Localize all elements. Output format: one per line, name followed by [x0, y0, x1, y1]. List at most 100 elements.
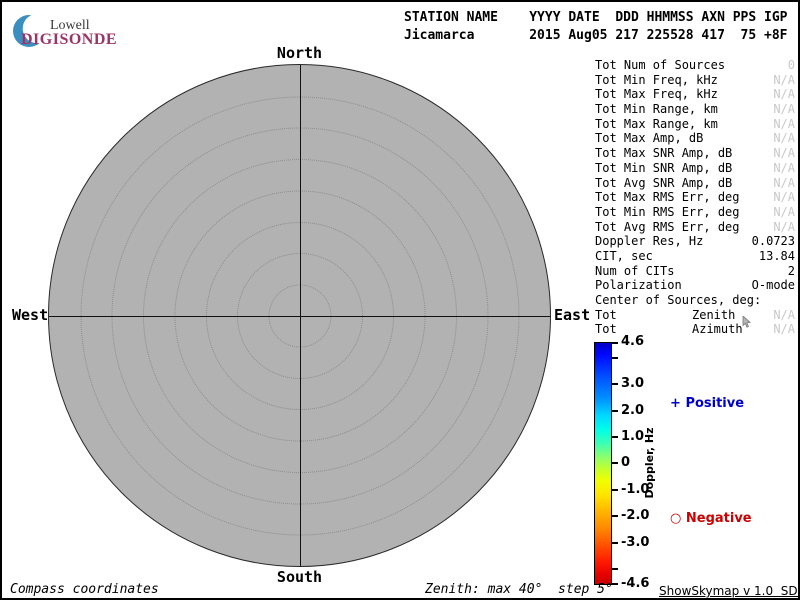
param-sublabel: Zenith: [692, 307, 736, 322]
param-label: Tot Min SNR Amp, dB: [595, 160, 733, 175]
param-value: N/A: [773, 131, 795, 146]
param-label: Polarization: [595, 278, 682, 293]
station-header-values: Jicamarca 2015 Aug05 217 225528 417 75 +…: [404, 28, 788, 43]
colorbar-tick-label: 0: [621, 455, 631, 470]
param-value: N/A: [773, 116, 795, 131]
param-label: Tot Max Freq, kHz: [595, 87, 718, 102]
colorbar-tick-label: 1.0: [621, 429, 645, 444]
param-value: N/A: [773, 190, 795, 205]
param-value: N/A: [773, 102, 795, 117]
param-row: Tot Max RMS Err, deg N/A: [595, 190, 795, 205]
colorbar-tick-label: -3.0: [621, 535, 650, 550]
param-row: CIT, sec 13.84: [595, 249, 795, 264]
colorbar-tick-label: -2.0: [621, 508, 650, 523]
logo-digisonde-text: DIGISONDE: [21, 31, 118, 48]
circle-marker-icon: ○: [670, 511, 682, 526]
colorbar-tick: [612, 357, 618, 359]
param-label: Doppler Res, Hz: [595, 234, 704, 249]
param-label: Center of Sources, deg:: [595, 293, 762, 307]
compass-label-north: North: [276, 44, 323, 62]
param-value: N/A: [773, 219, 795, 234]
param-value: N/A: [773, 146, 795, 161]
colorbar-tick: [612, 383, 618, 385]
param-value: N/A: [773, 175, 795, 190]
param-label: Tot Max Amp, dB: [595, 131, 704, 146]
colorbar-tick: [612, 568, 618, 570]
param-row: Doppler Res, Hz 0.0723: [595, 234, 795, 249]
param-label: Tot Num of Sources: [595, 58, 726, 72]
compass-label-south: South: [276, 568, 323, 586]
coordinates-caption: Compass coordinates: [10, 582, 159, 597]
param-sublabel: Azimuth: [692, 322, 743, 337]
param-row: Tot Max Range, km N/A: [595, 117, 795, 132]
colorbar-tick-label: -1.0: [621, 482, 650, 497]
plus-marker-icon: +: [670, 396, 681, 411]
param-label: Tot Avg RMS Err, deg: [595, 219, 740, 234]
param-row: Tot Min Freq, kHz N/A: [595, 73, 795, 88]
compass-label-east: East: [554, 306, 591, 324]
param-row: Num of CITs 2: [595, 264, 795, 279]
param-value: N/A: [773, 204, 795, 219]
param-value: 0: [787, 58, 795, 72]
param-row: Tot Avg SNR Amp, dB N/A: [595, 176, 795, 191]
param-row: Tot Max Amp, dB N/A: [595, 131, 795, 146]
colorbar-tick: [612, 342, 618, 344]
param-label: Tot Min Freq, kHz: [595, 72, 718, 87]
param-label: Tot Max Range, km: [595, 116, 718, 131]
compass-label-west: West: [12, 306, 49, 324]
colorbar-tick: [612, 515, 618, 517]
colorbar-tick-label: -4.6: [621, 576, 650, 591]
param-value: O-mode: [751, 278, 795, 293]
parameter-panel: Tot Num of Sources 0 Tot Min Freq, kHz N/A…: [595, 58, 795, 337]
param-value: N/A: [773, 72, 795, 87]
param-value: N/A: [773, 160, 795, 175]
param-label: Tot: [595, 307, 617, 322]
param-value: 2: [787, 263, 795, 278]
param-value: N/A: [773, 87, 795, 102]
colorbar-tick: [612, 410, 618, 412]
skymap-polar-plot: [48, 64, 551, 567]
param-row: Tot Azimuth N/A: [595, 322, 795, 337]
param-label: Num of CITs: [595, 263, 675, 278]
param-label: Tot Min RMS Err, deg: [595, 204, 740, 219]
colorbar-tick: [612, 462, 618, 464]
colorbar-tick-label: 4.6: [621, 334, 645, 349]
station-header-columns: STATION NAME YYYY DATE DDD HHMMSS AXN PP…: [404, 10, 788, 25]
legend-positive: + Positive: [670, 396, 744, 411]
north-south-axis: [299, 65, 301, 566]
param-label: Tot: [595, 322, 617, 337]
param-label: Tot Min Range, km: [595, 102, 718, 117]
param-label: CIT, sec: [595, 248, 653, 263]
param-label: Tot Avg SNR Amp, dB: [595, 175, 733, 190]
lowell-digisonde-logo: Lowell DIGISONDE: [12, 8, 127, 50]
param-row: Tot Min SNR Amp, dB N/A: [595, 161, 795, 176]
legend-negative-label: Negative: [685, 511, 752, 526]
param-row: Tot Min Range, km N/A: [595, 102, 795, 117]
param-value: 13.84: [758, 248, 795, 263]
mouse-cursor: [742, 313, 751, 332]
param-row: Tot Avg RMS Err, deg N/A: [595, 220, 795, 235]
crescent-icon: [13, 13, 50, 47]
colorbar-axis-label: Doppler, Hz: [643, 427, 656, 499]
station-header: STATION NAME YYYY DATE DDD HHMMSS AXN PP…: [404, 9, 788, 45]
param-row: Tot Max Freq, kHz N/A: [595, 87, 795, 102]
logo-lowell-text: Lowell: [50, 18, 90, 33]
colorbar-tick: [612, 436, 618, 438]
software-version-caption: ShowSkymap v 1.0 SD v 4.2: [659, 584, 798, 598]
param-label: Tot Max RMS Err, deg: [595, 190, 740, 205]
legend-negative: ○ Negative: [670, 511, 752, 526]
param-label: Tot Max SNR Amp, dB: [595, 146, 733, 161]
param-row: Tot Max SNR Amp, dB N/A: [595, 146, 795, 161]
param-row: Tot Min RMS Err, deg N/A: [595, 205, 795, 220]
colorbar-tick-label: 2.0: [621, 403, 645, 418]
doppler-colorbar: 4.6 3.0 2.0 1.0 0 -1.0 -2.0 -3.0 -4.6: [594, 334, 669, 591]
colorbar-tick: [612, 583, 618, 585]
param-row: Center of Sources, deg:: [595, 293, 795, 308]
param-value: N/A: [773, 307, 795, 322]
zenith-scale-caption: Zenith: max 40° step 5°: [425, 582, 613, 597]
colorbar-tick: [612, 489, 618, 491]
param-row: Polarization O-mode: [595, 278, 795, 293]
colorbar-tick-label: 3.0: [621, 376, 645, 391]
legend-positive-label: Positive: [685, 396, 745, 411]
